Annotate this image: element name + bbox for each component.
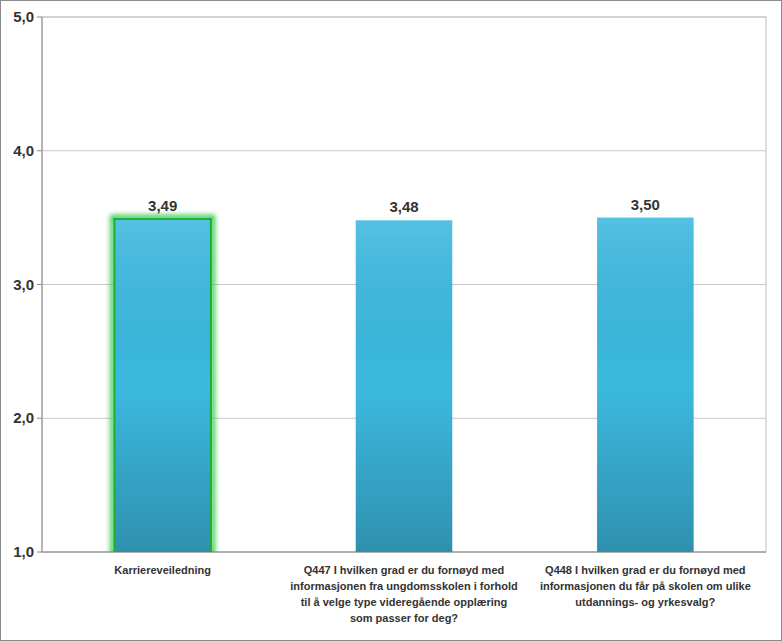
tick-mark [37, 150, 42, 151]
bar-shade [356, 220, 453, 552]
tick-mark [37, 284, 42, 285]
y-axis-line [42, 17, 43, 552]
x-tick-label: Q448 I hvilken grad er du fornøyd medinf… [540, 564, 751, 608]
y-tick-label: 2,0 [13, 409, 34, 426]
bar-shade [114, 219, 211, 552]
outer-frame [1, 1, 782, 641]
plot-frame [42, 17, 766, 552]
tick-mark [37, 552, 42, 553]
y-tick-label: 4,0 [13, 142, 34, 159]
x-tick-label: Q447 I hvilken grad er du fornøyd medinf… [290, 564, 517, 624]
data-label: 3,48 [389, 198, 418, 215]
bar [597, 218, 694, 552]
chart-container: 1,02,03,04,05,03,49Karriereveiledning3,4… [0, 0, 782, 641]
data-label: 3,50 [631, 196, 660, 213]
grid-line [42, 150, 766, 151]
bar [114, 219, 211, 552]
y-tick-label: 3,0 [13, 276, 34, 293]
bar-outline [114, 219, 211, 552]
bar-shade [597, 218, 694, 552]
grid-line [42, 17, 766, 18]
bar [356, 220, 453, 552]
tick-mark [37, 418, 42, 419]
bars [112, 217, 693, 552]
data-label: 3,49 [148, 197, 177, 214]
x-tick-label: Karriereveiledning [114, 564, 211, 576]
labels: 3,49 Karriereveiledning 3,48 Q447 I hvilken… [114, 196, 750, 624]
chart: 1,02,03,04,05,03,49Karriereveiledning3,4… [0, 0, 782, 641]
tick-mark [37, 17, 42, 18]
y-tick-label: 5,0 [13, 8, 34, 25]
bar-highlight [112, 217, 213, 552]
y-tick-label: 1,0 [13, 543, 34, 560]
